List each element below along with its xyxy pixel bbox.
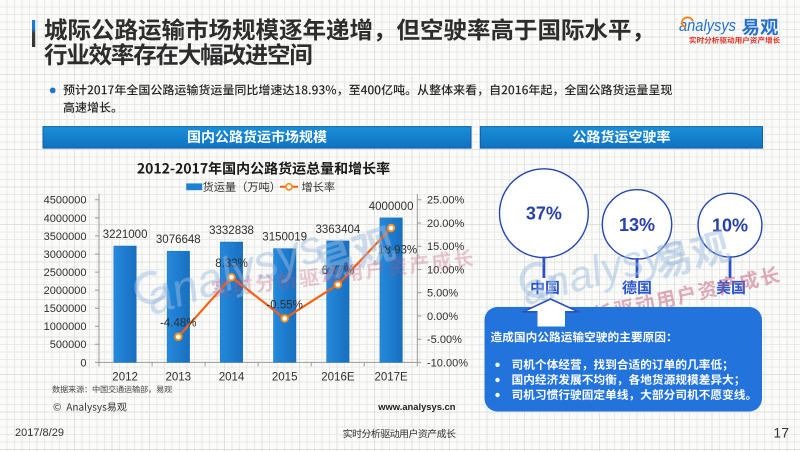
svg-text:2016E: 2016E	[321, 371, 355, 383]
svg-text:4000000: 4000000	[369, 201, 414, 213]
svg-text:-0.55%: -0.55%	[266, 299, 302, 311]
svg-text:-4.48%: -4.48%	[160, 317, 196, 329]
svg-text:0.00%: 0.00%	[427, 311, 458, 323]
svg-text:2015: 2015	[272, 371, 298, 383]
svg-text:5.00%: 5.00%	[427, 288, 458, 300]
svg-text:37%: 37%	[526, 204, 562, 224]
svg-text:25.00%: 25.00%	[427, 195, 465, 207]
svg-text:-10.00%: -10.00%	[427, 357, 468, 369]
svg-text:2500000: 2500000	[44, 267, 87, 279]
svg-text:3363404: 3363404	[316, 224, 361, 236]
svg-text:3150019: 3150019	[262, 232, 307, 244]
svg-text:3221000: 3221000	[103, 229, 148, 241]
svg-text:18.93%: 18.93%	[378, 245, 417, 257]
svg-text:0: 0	[80, 357, 86, 369]
svg-text:500000: 500000	[50, 339, 87, 351]
svg-text:analysys: analysys	[679, 17, 736, 35]
svg-text:4000000: 4000000	[44, 213, 87, 225]
svg-text:20.00%: 20.00%	[427, 218, 465, 230]
svg-text:2013: 2013	[166, 371, 192, 383]
svg-text:www.analysys.cn: www.analysys.cn	[377, 401, 456, 412]
svg-text:17: 17	[773, 425, 789, 441]
svg-text:3000000: 3000000	[44, 249, 87, 261]
svg-text:1000000: 1000000	[44, 321, 87, 333]
svg-text:3076648: 3076648	[156, 234, 201, 246]
svg-text:2017E: 2017E	[374, 371, 408, 383]
svg-text:1500000: 1500000	[44, 303, 87, 315]
svg-text:2000000: 2000000	[44, 285, 87, 297]
svg-text:-5.00%: -5.00%	[427, 334, 462, 346]
svg-text:3500000: 3500000	[44, 231, 87, 243]
svg-text:13%: 13%	[619, 215, 655, 235]
svg-text:4500000: 4500000	[44, 195, 87, 207]
svg-text:2017/8/29: 2017/8/29	[15, 427, 64, 439]
svg-text:8.33%: 8.33%	[215, 258, 248, 270]
svg-text:2012: 2012	[112, 371, 138, 383]
svg-text:15.00%: 15.00%	[427, 241, 465, 253]
svg-text:2014: 2014	[219, 371, 245, 383]
svg-text:3332838: 3332838	[209, 225, 254, 237]
svg-text:10.00%: 10.00%	[427, 264, 465, 276]
